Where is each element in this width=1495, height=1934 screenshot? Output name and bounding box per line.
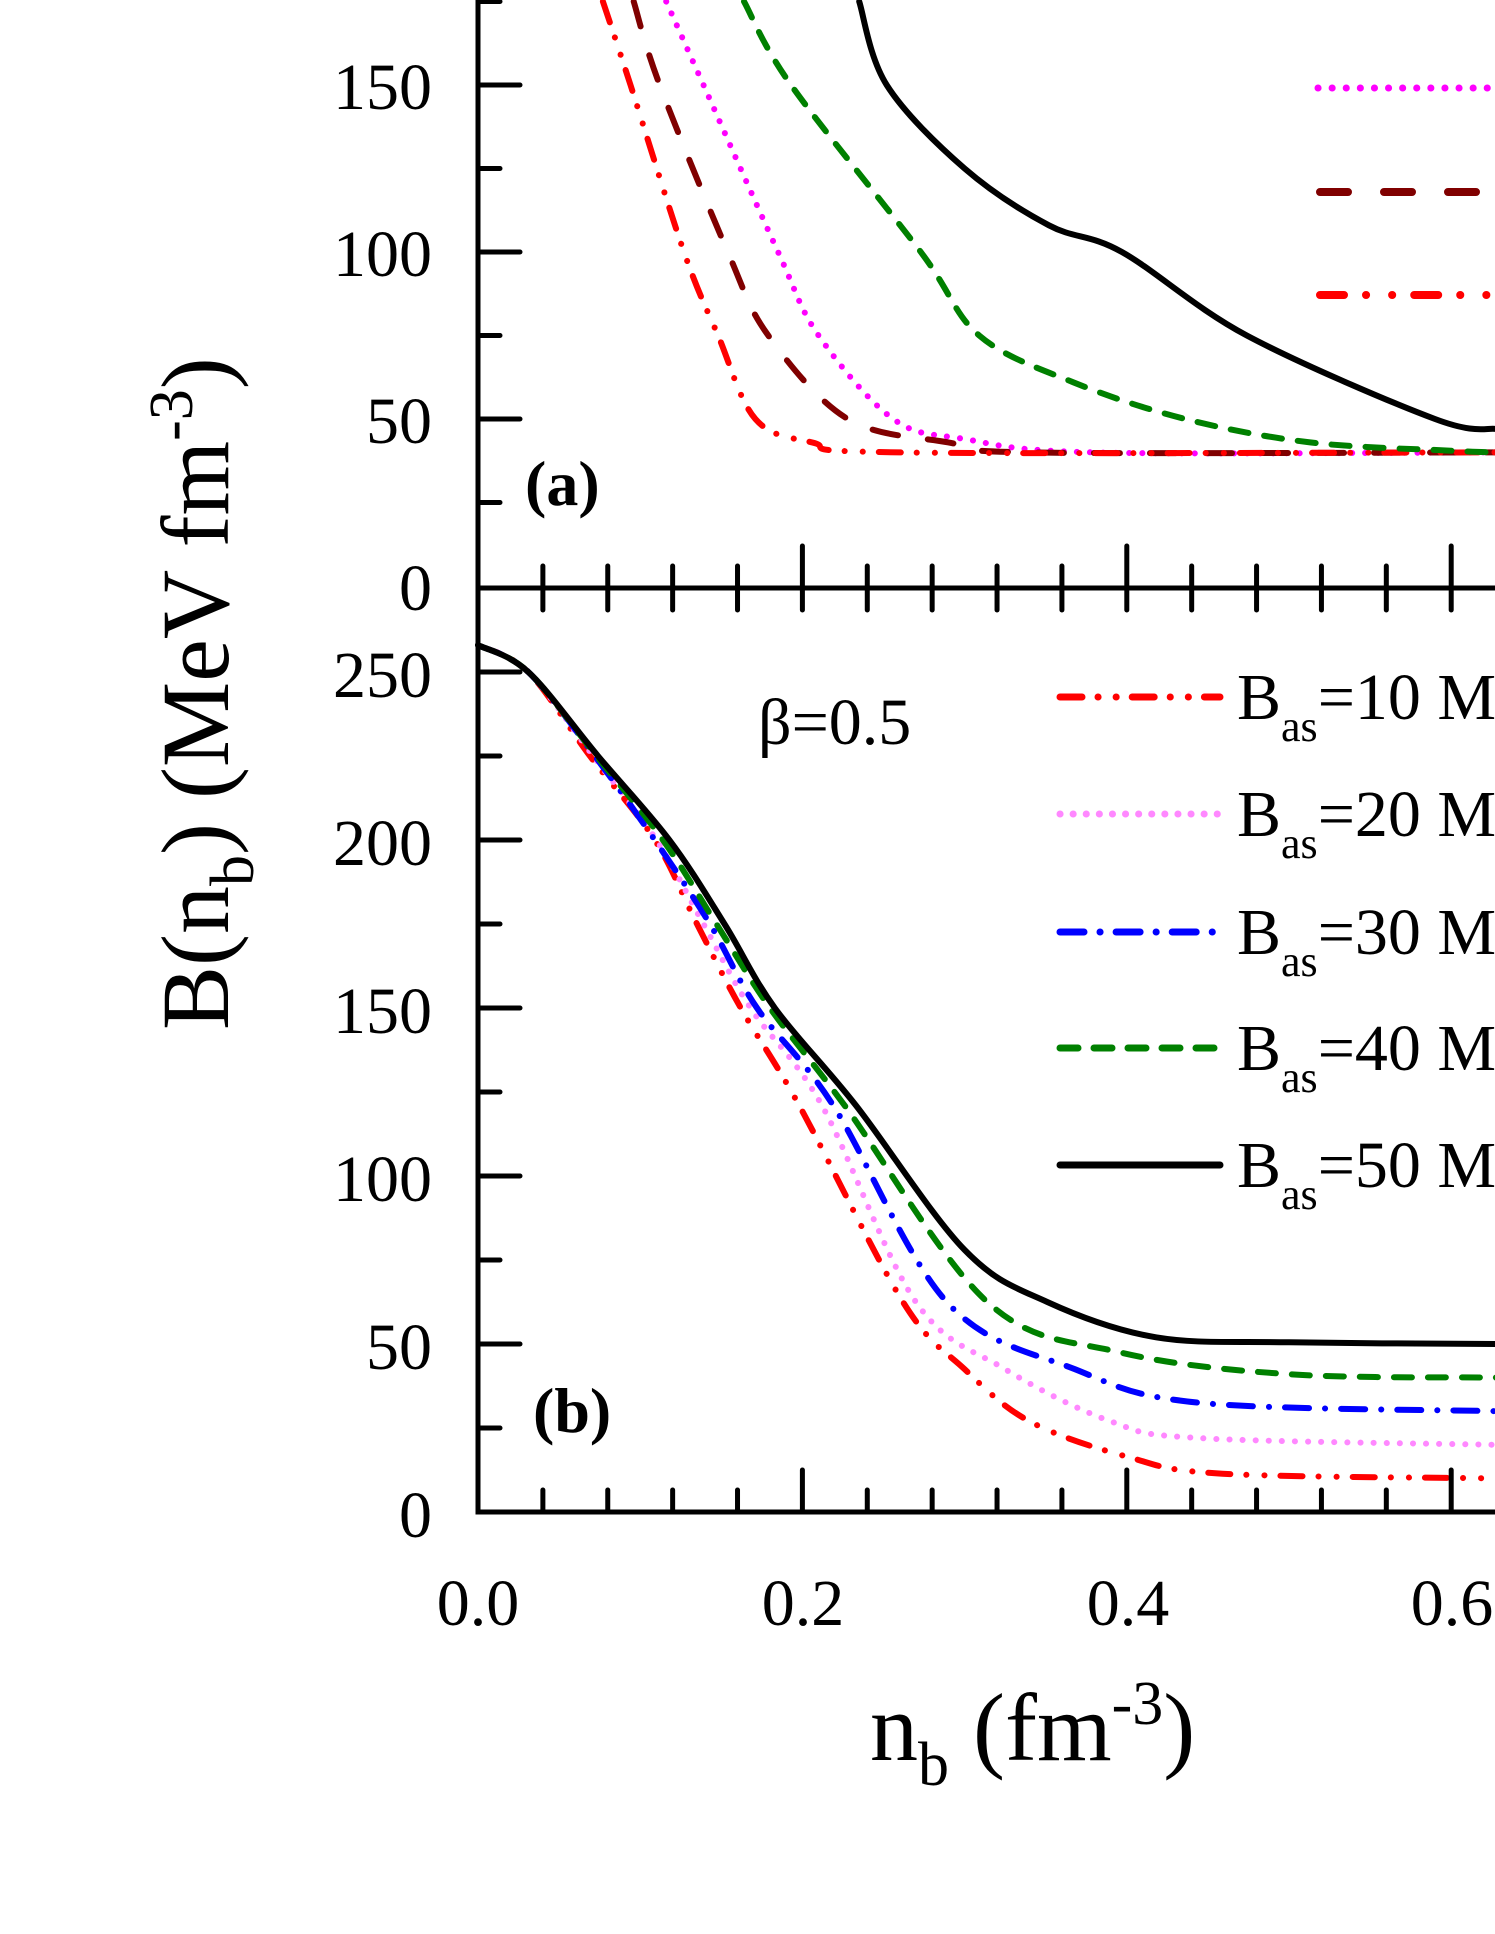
legend-label: Bas=20 M [1237,778,1495,868]
panel-b-legend: Bas=10 M Bas=20 M Bas=30 M Bas=40 M Bas=50 M [1056,661,1495,1219]
y-tick-label: 200 [333,807,432,880]
ticks [475,0,1454,1515]
y-axis-title: B(nb) (MeV fm-3) [138,357,267,1030]
beta-annotation: β=0.5 [758,686,911,759]
legend-label: Bas=40 M [1237,1012,1495,1102]
curve-b-as-10-m [475,642,1495,1482]
y-tick-label: 100 [333,218,432,291]
panel-a-tag: (a) [525,448,600,519]
curve-dark-red-dashed [630,0,1495,457]
x-tick-label: 0.0 [437,1567,520,1640]
y-tick-labels-panel-b: 0 50 100 150 200 250 [333,639,432,1552]
legend-label: Bas=30 M [1237,896,1495,986]
y-tick-labels-panel-a: 0 50 100 150 [333,51,432,625]
y-tick-label: 100 [333,1143,432,1216]
axes [475,0,1495,1515]
panel-a-legend [1314,84,1495,299]
curve-b-as-20-m [475,642,1495,1448]
y-tick-label: 50 [366,385,432,458]
panel-b-tag: (b) [533,1375,611,1446]
x-tick-label: 0.4 [1087,1567,1170,1640]
legend-label: Bas=50 M [1237,1129,1495,1219]
x-tick-label: 0.2 [762,1567,845,1640]
y-tick-label: 150 [333,975,432,1048]
y-tick-label: 150 [333,51,432,124]
panel-a-curves [599,0,1495,457]
curve-black-solid [856,0,1495,433]
y-tick-label: 250 [333,639,432,712]
curve-b-as-40-m [475,642,1495,1381]
curve-green-short-dash [741,0,1495,456]
curve-b-as-50-m [475,642,1495,1347]
x-tick-labels: 0.0 0.2 0.4 0.6 [437,1567,1494,1640]
y-tick-label: 50 [366,1311,432,1384]
y-tick-label: 0 [399,1479,432,1552]
x-tick-label: 0.6 [1411,1567,1494,1640]
panel-b-curves [475,642,1495,1482]
x-axis-title: nb (fm-3) [870,1670,1195,1799]
y-tick-label: 0 [399,552,432,625]
legend-label: Bas=10 M [1237,661,1495,751]
curve-red-dash-dot-dot [599,0,1495,457]
